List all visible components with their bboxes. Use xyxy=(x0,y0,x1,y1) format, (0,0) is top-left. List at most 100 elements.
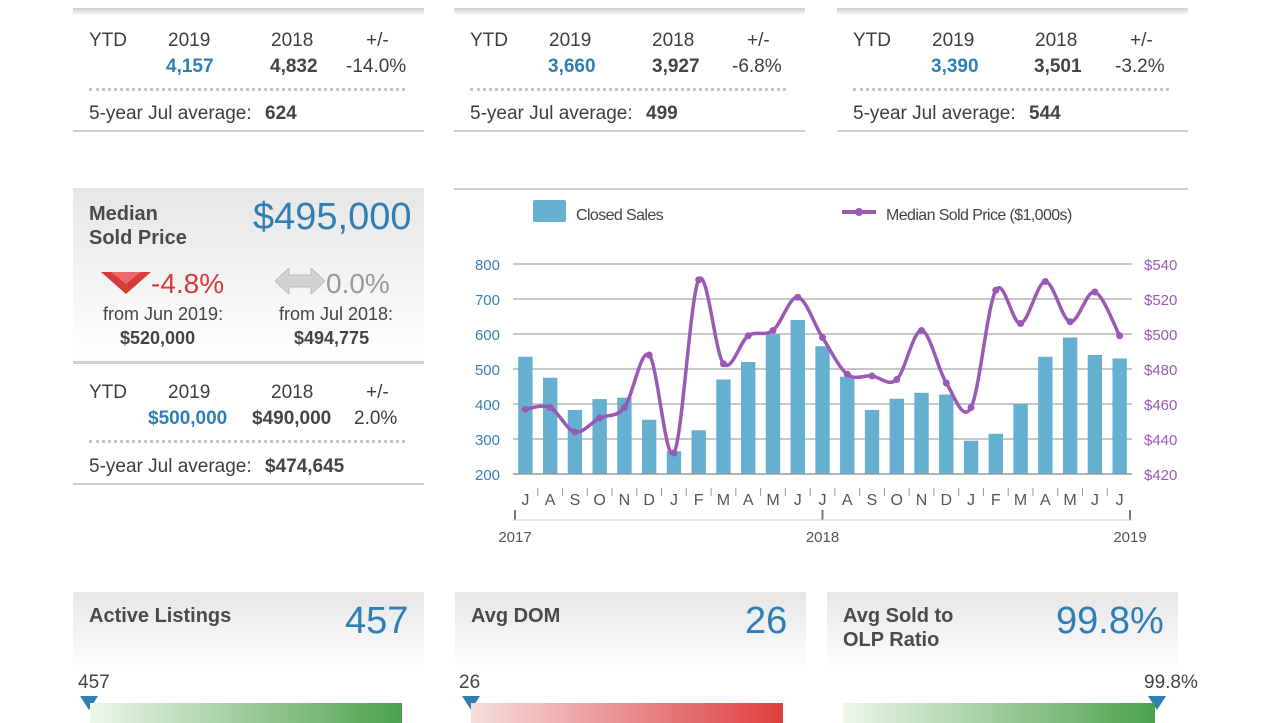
left-tick-label: 200 xyxy=(475,467,500,484)
legend-bars-label: Closed Sales xyxy=(576,207,664,224)
month-tick-label: J xyxy=(967,492,975,509)
dotted-divider xyxy=(89,440,405,443)
month-tick-label: A xyxy=(842,492,853,509)
median-title-line2: Sold Price xyxy=(89,227,187,249)
median-price-point xyxy=(918,327,926,334)
closed-sales-bar xyxy=(963,440,979,474)
from-year-value: $494,775 xyxy=(294,328,370,348)
median-price-point xyxy=(620,404,628,411)
closed-sales-bar xyxy=(815,346,830,474)
value-2019: 3,660 xyxy=(548,56,596,77)
sales-price-chart: Closed Sales Median Sold Price ($1,000s) 8… xyxy=(475,200,1177,546)
chart-top-line xyxy=(454,188,1188,190)
kpi-value: 26 xyxy=(745,600,788,642)
median-price-point xyxy=(546,404,554,411)
from-prev-value: $520,000 xyxy=(120,328,196,348)
arrow-down-icon xyxy=(101,272,151,294)
median-price-point xyxy=(868,372,876,380)
from-year-label: from Jul 2018: xyxy=(279,304,394,324)
closed-sales-bar xyxy=(1062,337,1078,474)
value-2019: 3,390 xyxy=(931,56,979,77)
kpi-title-line1: Avg Sold to xyxy=(843,605,954,627)
median-avg-value: $474,645 xyxy=(265,456,345,477)
closed-sales-bar xyxy=(939,394,954,474)
change-from-last-year: 0.0% xyxy=(326,268,390,299)
ytd-label: YTD xyxy=(853,30,891,51)
median-price-point xyxy=(967,404,975,411)
ytd-label: YTD xyxy=(89,30,127,51)
median-panel-divider xyxy=(73,361,424,364)
closed-sales-bar xyxy=(1013,404,1028,474)
right-tick-label: $440 xyxy=(1144,432,1177,449)
year-2018-label: 2018 xyxy=(652,30,695,51)
year-2018-label: 2018 xyxy=(271,382,314,403)
value-2018: 4,832 xyxy=(270,56,318,77)
value-2019: 4,157 xyxy=(166,56,214,77)
closed-sales-bar xyxy=(1087,355,1103,474)
month-tick-label: M xyxy=(1063,492,1076,509)
month-tick-label: M xyxy=(766,492,779,509)
closed-sales-bar xyxy=(1038,356,1053,474)
median-ytd-change: 2.0% xyxy=(354,408,398,429)
change-label: +/- xyxy=(1130,30,1153,51)
gauge-bar xyxy=(843,703,1155,723)
year-2019-label: 2019 xyxy=(168,30,211,51)
month-tick-label: S xyxy=(570,492,581,509)
from-prev-label: from Jun 2019: xyxy=(103,304,224,324)
card-top-bar xyxy=(73,8,424,14)
month-tick-label: J xyxy=(819,492,827,509)
avg-value: 544 xyxy=(1029,103,1061,124)
closed-sales-bar xyxy=(864,409,880,474)
closed-sales-bar xyxy=(691,430,706,474)
closed-sales-bar xyxy=(716,379,731,474)
change-from-prev-month: -4.8% xyxy=(151,268,225,299)
dotted-divider xyxy=(89,88,405,91)
median-price-point xyxy=(1091,288,1099,296)
gauge-label: 26 xyxy=(459,672,481,693)
median-price-point xyxy=(1066,318,1074,326)
legend-line-label: Median Sold Price ($1,000s) xyxy=(886,207,1072,224)
ytd-label: YTD xyxy=(470,30,508,51)
avg-dom-panel: Avg DOM 26 xyxy=(455,592,806,672)
right-tick-label: $540 xyxy=(1144,257,1177,274)
closed-sales-bar xyxy=(542,377,558,474)
closed-sales-bar xyxy=(914,392,929,474)
month-tick-label: F xyxy=(991,492,1001,509)
month-tick-label: N xyxy=(916,492,928,509)
avg-value: 624 xyxy=(265,103,297,124)
month-tick-label: M xyxy=(717,492,730,509)
kpi-title: Avg DOM xyxy=(471,605,561,627)
arrow-horizontal-icon xyxy=(275,268,325,294)
change-label: +/- xyxy=(747,30,770,51)
median-sold-price-panel: Median Sold Price $495,000 -4.8% 0.0% fr… xyxy=(73,188,424,360)
median-price-point xyxy=(893,376,901,383)
month-tick-label: O xyxy=(593,492,605,509)
right-tick-label: $520 xyxy=(1144,292,1177,309)
median-price-point xyxy=(521,405,529,413)
legend-bars-swatch xyxy=(533,200,566,222)
median-price-point xyxy=(819,334,826,341)
kpi-title-line2: OLP Ratio xyxy=(843,629,940,651)
left-tick-label: 700 xyxy=(475,292,500,309)
month-tick-label: S xyxy=(867,492,878,509)
change-value: -14.0% xyxy=(346,56,407,77)
month-tick-label: N xyxy=(619,492,631,509)
closed-sales-bar xyxy=(790,320,805,474)
legend-line-dot xyxy=(855,208,863,216)
left-tick-label: 300 xyxy=(475,432,500,449)
year-label: 2018 xyxy=(806,529,839,546)
left-tick-label: 500 xyxy=(475,362,500,379)
right-tick-label: $500 xyxy=(1144,327,1177,344)
card-bottom-line xyxy=(837,130,1188,132)
dotted-divider xyxy=(470,88,786,91)
change-label: +/- xyxy=(366,30,389,51)
median-ytd-2019: $500,000 xyxy=(148,408,228,429)
closed-sales-bar xyxy=(1112,358,1127,474)
stats-card-3: YTD 2019 2018 +/- 3,390 3,501 -3.2% 5-ye… xyxy=(0,0,1200,140)
left-tick-label: 800 xyxy=(475,257,500,274)
median-price-point xyxy=(1116,332,1124,340)
right-tick-label: $420 xyxy=(1144,467,1177,484)
closed-sales-bar xyxy=(592,399,607,474)
card-bottom-line xyxy=(73,130,424,132)
year-2018-label: 2018 xyxy=(1035,30,1078,51)
